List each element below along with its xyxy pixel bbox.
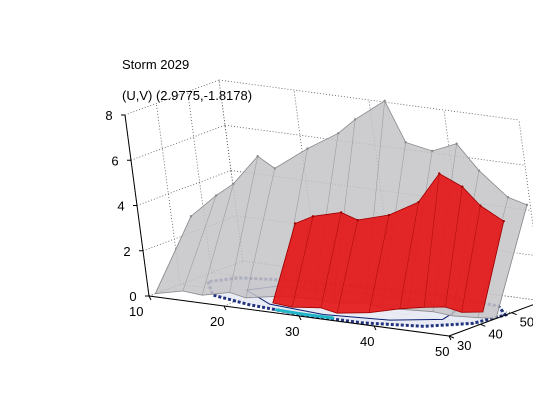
grid-line xyxy=(124,79,220,116)
surface-peak-5 xyxy=(306,147,309,150)
surface-peak-3 xyxy=(256,155,259,158)
x-tick xyxy=(373,325,377,331)
core-rib-8 xyxy=(461,205,481,313)
x-tick-label: 20 xyxy=(210,314,224,329)
grid-line xyxy=(224,124,526,166)
y-tick xyxy=(480,323,486,327)
core-peak-6 xyxy=(438,172,441,175)
surface-rib-14 xyxy=(495,204,528,319)
chart-title: Storm 2029 xyxy=(122,57,190,72)
grid-line xyxy=(130,124,226,161)
core-peak-2 xyxy=(339,211,343,214)
surface-peak-14 xyxy=(525,203,529,207)
x-tick xyxy=(148,295,152,301)
y-tick xyxy=(511,312,517,316)
core-peak-9 xyxy=(502,219,505,223)
core-peak-3 xyxy=(356,218,359,222)
z-tick-label: 4 xyxy=(117,199,124,214)
core-rib-2 xyxy=(320,212,342,308)
core-peak-5 xyxy=(417,200,420,204)
x-tick xyxy=(298,315,302,321)
axes-layer xyxy=(121,114,533,341)
surface-peak-8 xyxy=(383,99,386,103)
surface-rib-0 xyxy=(154,216,192,294)
core-peak-7 xyxy=(461,185,464,188)
core-rib-0 xyxy=(272,223,296,304)
base-accent xyxy=(275,308,335,320)
z-tick-label: 0 xyxy=(129,289,136,304)
surface-peak-10 xyxy=(431,149,434,153)
surface-peak-1 xyxy=(214,194,218,197)
core-peak-1 xyxy=(311,215,315,218)
surface-rib-2 xyxy=(201,183,234,296)
z-tick-label: 2 xyxy=(123,244,130,259)
grid-line xyxy=(218,79,520,121)
chart-subtitle: (U,V) (2.9775,-1.8178) xyxy=(122,88,253,103)
x-tick-label: 40 xyxy=(360,334,374,349)
surface-peak-6 xyxy=(336,132,340,135)
surface-rib-3 xyxy=(229,156,258,293)
y-axis-line xyxy=(448,304,533,337)
x-tick-label: 10 xyxy=(129,304,143,319)
surface-peak-9 xyxy=(404,141,407,144)
y-tick-label: 30 xyxy=(457,338,471,353)
surface-peak-13 xyxy=(506,196,510,199)
surface-peak-0 xyxy=(189,215,193,218)
x-tick-label: 50 xyxy=(435,344,449,359)
surface-rib-4 xyxy=(245,168,276,298)
y-tick-label: 40 xyxy=(488,326,502,341)
surface-rib-1 xyxy=(182,195,217,292)
z-tick-label: 8 xyxy=(105,108,112,123)
surface-peak-2 xyxy=(232,182,235,186)
tick-labels: 10203040503040506002468 xyxy=(105,108,533,359)
surface-peak-11 xyxy=(455,142,458,145)
core-rib-3 xyxy=(336,219,358,314)
core-layer xyxy=(272,172,505,314)
core-peak-8 xyxy=(479,204,482,207)
x-tick-label: 30 xyxy=(285,324,299,339)
y-tick xyxy=(448,335,455,339)
z-tick-label: 6 xyxy=(111,153,118,168)
surface-peak-12 xyxy=(477,169,481,172)
core-rib-5 xyxy=(399,202,419,309)
core-rib-6 xyxy=(423,173,440,308)
core-peak-4 xyxy=(387,213,391,217)
core-rib-7 xyxy=(445,186,463,308)
core-rib-4 xyxy=(368,214,390,313)
core-peak-0 xyxy=(293,222,297,225)
core-rib-9 xyxy=(482,221,505,313)
y-tick-label: 50 xyxy=(520,315,533,330)
surface-peak-7 xyxy=(353,118,357,121)
core-rib-1 xyxy=(291,216,314,308)
surface-peak-4 xyxy=(273,167,276,170)
x-tick xyxy=(223,305,227,311)
